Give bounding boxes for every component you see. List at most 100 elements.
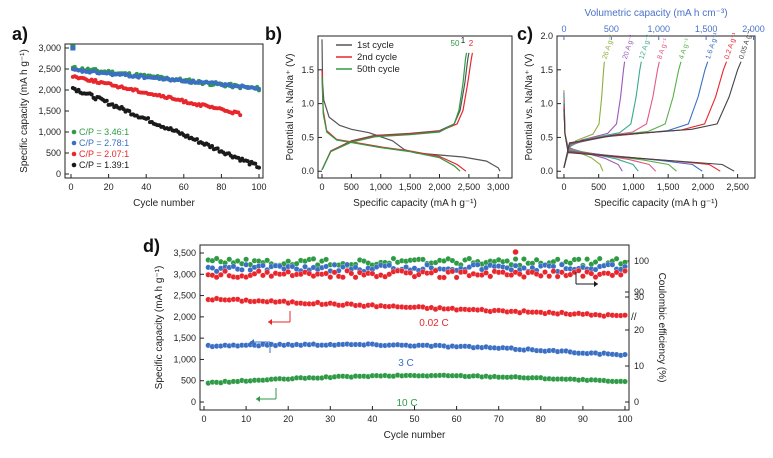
curve-charge-c bbox=[563, 61, 709, 169]
data-point-a bbox=[236, 155, 241, 160]
data-point-a bbox=[110, 102, 115, 107]
data-point-a bbox=[253, 161, 258, 166]
right-y-tick-label-d: 100 bbox=[634, 256, 649, 266]
efficiency-point-d bbox=[537, 273, 544, 279]
panel-label-d: d) bbox=[143, 236, 160, 256]
efficiency-point-d bbox=[331, 269, 338, 276]
capacity-point-d bbox=[622, 378, 628, 385]
x-tick-label-b: 2,000 bbox=[428, 182, 451, 192]
legend-label-b: 2nd cycle bbox=[357, 52, 397, 63]
rate-label-c: 26 A g⁻¹ bbox=[602, 33, 617, 60]
x-tick-label-d: 90 bbox=[578, 414, 588, 424]
data-point-a bbox=[127, 109, 132, 114]
rate-label-c: 12 A g⁻¹ bbox=[639, 33, 654, 60]
data-point-a bbox=[210, 144, 214, 149]
curve-charge-c bbox=[563, 61, 728, 169]
efficiency-point-d bbox=[222, 268, 228, 275]
efficiency-point-d bbox=[260, 272, 266, 279]
efficiency-point-d bbox=[230, 263, 237, 270]
series-label-d: 3 C bbox=[398, 358, 414, 369]
secondary-x-tick-label-c: 1,500 bbox=[695, 24, 718, 34]
plot-frame-c bbox=[556, 35, 756, 179]
efficiency-point-d bbox=[504, 258, 510, 264]
data-point-a bbox=[89, 92, 94, 97]
x-tick-label-c: 2,000 bbox=[692, 182, 715, 192]
efficiency-point-d bbox=[226, 256, 233, 263]
rate-label-c: 4 A g⁻¹ bbox=[678, 37, 692, 60]
curve-discharge-b bbox=[321, 76, 461, 172]
efficiency-point-d bbox=[407, 270, 414, 276]
y-tick-label-b: 1.5 bbox=[301, 65, 314, 75]
y-tick-label-d: 3,500 bbox=[173, 248, 196, 258]
efficiency-point-d bbox=[546, 273, 553, 280]
x-tick-label-a: 100 bbox=[251, 182, 266, 192]
data-point-a bbox=[104, 98, 109, 103]
efficiency-point-d bbox=[500, 269, 506, 276]
data-point-a bbox=[245, 159, 250, 164]
data-point-a bbox=[215, 146, 220, 151]
efficiency-point-d bbox=[255, 268, 262, 275]
rate-label-c: 0.05 A g⁻¹ bbox=[738, 28, 755, 61]
x-tick-label-b: 0 bbox=[319, 182, 324, 192]
efficiency-point-d bbox=[622, 268, 628, 274]
efficiency-point-d bbox=[251, 270, 258, 277]
curve-charge-b bbox=[321, 52, 468, 171]
y-tick-label-c: 0.5 bbox=[540, 132, 553, 142]
capacity-point-d bbox=[622, 351, 628, 358]
efficiency-point-d bbox=[344, 267, 350, 274]
arrow-green-d-head bbox=[256, 396, 260, 402]
efficiency-point-d bbox=[609, 272, 616, 279]
efficiency-point-d bbox=[584, 256, 590, 262]
efficiency-point-d bbox=[260, 262, 266, 269]
y-tick-label-a: 2,000 bbox=[38, 85, 61, 95]
x-tick-label-c: 2,500 bbox=[726, 182, 749, 192]
x-axis-label-d: Cycle number bbox=[384, 430, 446, 441]
efficiency-point-d bbox=[550, 268, 557, 275]
y-tick-label-c: 2.0 bbox=[540, 31, 553, 41]
data-point-a bbox=[257, 165, 261, 170]
efficiency-point-d bbox=[264, 257, 270, 264]
efficiency-point-d bbox=[567, 260, 574, 266]
y-axis-label-a: Specific capacity (mA h g⁻¹) bbox=[19, 49, 30, 173]
efficiency-point-d bbox=[575, 267, 582, 274]
efficiency-outlier-d bbox=[512, 249, 519, 255]
efficiency-point-d bbox=[344, 261, 350, 268]
efficiency-point-d bbox=[243, 256, 249, 263]
secondary-x-tick-label-c: 500 bbox=[604, 24, 619, 34]
y-tick-label-a: 2,500 bbox=[38, 64, 61, 74]
efficiency-point-d bbox=[213, 255, 220, 262]
efficiency-point-d bbox=[340, 274, 346, 281]
curve-annotation-b: 50 bbox=[451, 39, 460, 48]
y-tick-label-d: 2,500 bbox=[173, 291, 196, 301]
efficiency-point-d bbox=[217, 271, 224, 278]
chart-panel-c: 0.0 0.5 1.0 1.5 2.0 0 500 1,000 1,500 2,000 2,500 S… bbox=[524, 8, 765, 209]
legend-label-a: C/P = 3.46:1 bbox=[79, 127, 129, 137]
right-y-tick-label-d: 0 bbox=[634, 397, 639, 407]
y-tick-label-a: 0 bbox=[56, 169, 61, 179]
efficiency-point-d bbox=[449, 257, 456, 264]
efficiency-point-d bbox=[592, 259, 599, 265]
legend-marker-a bbox=[71, 140, 77, 146]
efficiency-point-d bbox=[449, 268, 456, 275]
y-axis-label-c: Potential vs. Na/Na⁺ (V) bbox=[524, 54, 535, 161]
x-tick-label-c: 1,500 bbox=[657, 182, 680, 192]
x-tick-label-d: 0 bbox=[201, 414, 206, 424]
efficiency-point-d bbox=[369, 270, 376, 277]
legend-marker-a bbox=[71, 162, 77, 168]
x-tick-label-c: 0 bbox=[561, 182, 566, 192]
secondary-x-axis-label-c: Volumetric capacity (mA h cm⁻³) bbox=[584, 8, 727, 19]
efficiency-point-d bbox=[386, 262, 393, 269]
y-tick-label-d: 2,000 bbox=[173, 312, 196, 322]
rate-label-c: 8 A g⁻¹ bbox=[657, 37, 671, 60]
legend-label-a: C/P = 1.39:1 bbox=[79, 160, 129, 170]
efficiency-point-d bbox=[285, 269, 292, 275]
efficiency-point-d bbox=[580, 273, 586, 280]
efficiency-point-d bbox=[550, 263, 557, 270]
y-tick-label-d: 500 bbox=[181, 376, 196, 386]
x-tick-label-b: 500 bbox=[344, 182, 359, 192]
efficiency-point-d bbox=[558, 269, 565, 276]
efficiency-point-d bbox=[234, 258, 241, 264]
arrow-black-d-head bbox=[594, 281, 598, 287]
x-tick-label-d: 30 bbox=[325, 414, 335, 424]
